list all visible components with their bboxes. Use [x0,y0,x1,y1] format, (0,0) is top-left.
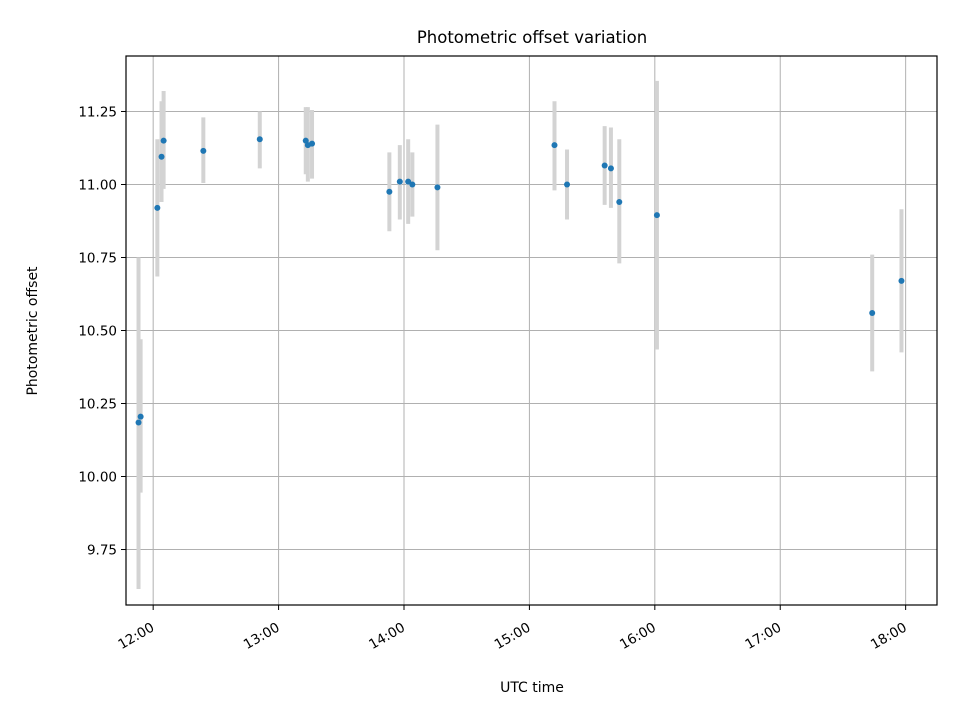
data-point [137,413,144,420]
y-tick-label: 10.25 [78,397,117,413]
data-point [386,188,393,195]
data-point [601,162,608,169]
data-point [898,277,905,284]
data-point [551,142,558,149]
data-point [607,165,614,172]
y-tick-label: 10.50 [78,324,117,340]
data-point [869,309,876,316]
data-point [564,181,571,188]
data-point [158,153,165,160]
data-point [200,147,207,154]
x-axis-label: UTC time [500,680,564,696]
y-axis-ticks: 9.75 10.00 10.25 10.50 10.75 11.00 11.25 [78,104,126,559]
data-point [135,419,142,426]
data-point [653,212,660,219]
chart-title: Photometric offset variation [417,28,647,47]
grid-lines [126,56,937,605]
data-point [616,199,623,206]
data-point [434,184,441,191]
y-axis-label: Photometric offset [25,266,41,396]
data-point [409,181,416,188]
data-point [405,178,412,185]
y-tick-label: 11.25 [78,104,117,120]
data-point [396,178,403,185]
y-tick-label: 9.75 [87,543,117,559]
data-point [256,136,263,143]
data-point [160,137,167,144]
data-points [135,136,905,426]
y-tick-label: 10.75 [78,250,117,266]
data-point [309,140,316,147]
y-tick-label: 11.00 [78,177,117,193]
data-point [154,204,161,211]
y-tick-label: 10.00 [78,470,117,486]
